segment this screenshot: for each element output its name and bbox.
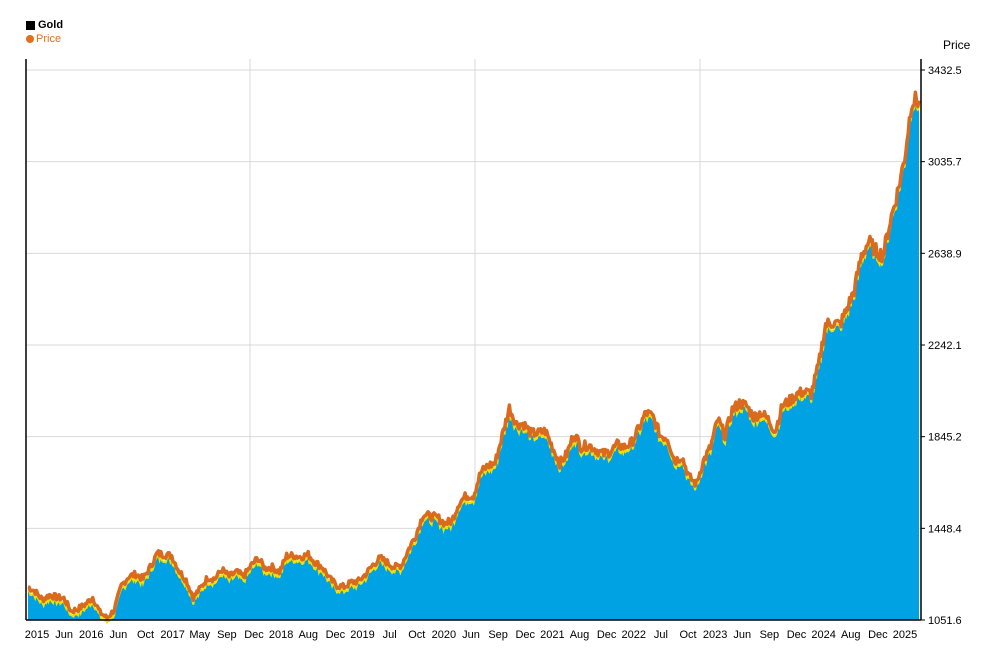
x-tick-label: 2017 [160,629,184,641]
axes [25,59,922,621]
x-tick-label: Jun [55,629,73,641]
y-tick-label: 2242.1 [928,340,962,352]
x-tick-label: 2020 [432,629,456,641]
x-tick-label: Dec [597,629,617,641]
y-tick-label: 1051.6 [928,615,962,627]
legend-title-row: Gold [26,18,63,32]
x-tick-label: Aug [570,629,590,641]
x-tick-label: 2022 [622,629,646,641]
x-tick-label: 2018 [269,629,293,641]
x-tick-label: Dec [244,629,264,641]
x-tick-label: Dec [515,629,535,641]
x-tick-label: May [189,629,210,641]
x-tick-label: Jun [110,629,128,641]
x-tick-label: 2025 [893,629,917,641]
x-tick-label: Jul [383,629,397,641]
y-axis-ticks: 1051.6 1448.4 1845.2 2242.1 2638.9 3035.7 3432… [921,65,962,627]
x-tick-label: 2023 [703,629,727,641]
y-tick-label: 1448.4 [928,523,962,535]
y-tick-label: 1845.2 [928,432,962,444]
legend-series-row: Price [26,32,63,46]
x-tick-label: Aug [841,629,861,641]
y-tick-label: 2638.9 [928,248,962,260]
grid-lines [26,59,921,620]
x-tick-label: Oct [137,629,154,641]
x-tick-label: Dec [326,629,346,641]
x-tick-label: 2019 [350,629,374,641]
legend-series-label: Price [36,33,62,45]
price-area-fill [28,97,919,624]
x-tick-label: Dec [868,629,888,641]
legend-title: Gold [38,19,64,31]
x-tick-label: Sep [217,629,237,641]
x-axis-ticks: 2015 Jun 2016 Jun Oct 2017 May Sep Dec 2018 Aug Dec… [25,629,917,641]
x-tick-label: 2024 [811,629,835,641]
y-axis-label: Price [943,38,971,52]
x-tick-label: 2015 [25,629,49,641]
x-tick-label: Oct [408,629,425,641]
y-tick-label: 3432.5 [928,65,962,77]
chart-legend: Gold Price [26,18,63,46]
x-tick-label: 2016 [79,629,103,641]
x-tick-label: 2021 [540,629,564,641]
x-tick-label: Jun [733,629,751,641]
y-tick-label: 3035.7 [928,157,962,169]
x-tick-label: Aug [298,629,318,641]
x-tick-label: Oct [679,629,696,641]
x-tick-label: Jun [462,629,480,641]
price-line [27,90,921,621]
x-tick-label: Dec [787,629,807,641]
legend-title-swatch [26,20,35,30]
x-tick-label: Jul [654,629,668,641]
x-tick-label: Sep [488,629,508,641]
price-area [27,90,921,625]
legend-series-swatch [26,35,34,43]
x-tick-label: Sep [760,629,780,641]
